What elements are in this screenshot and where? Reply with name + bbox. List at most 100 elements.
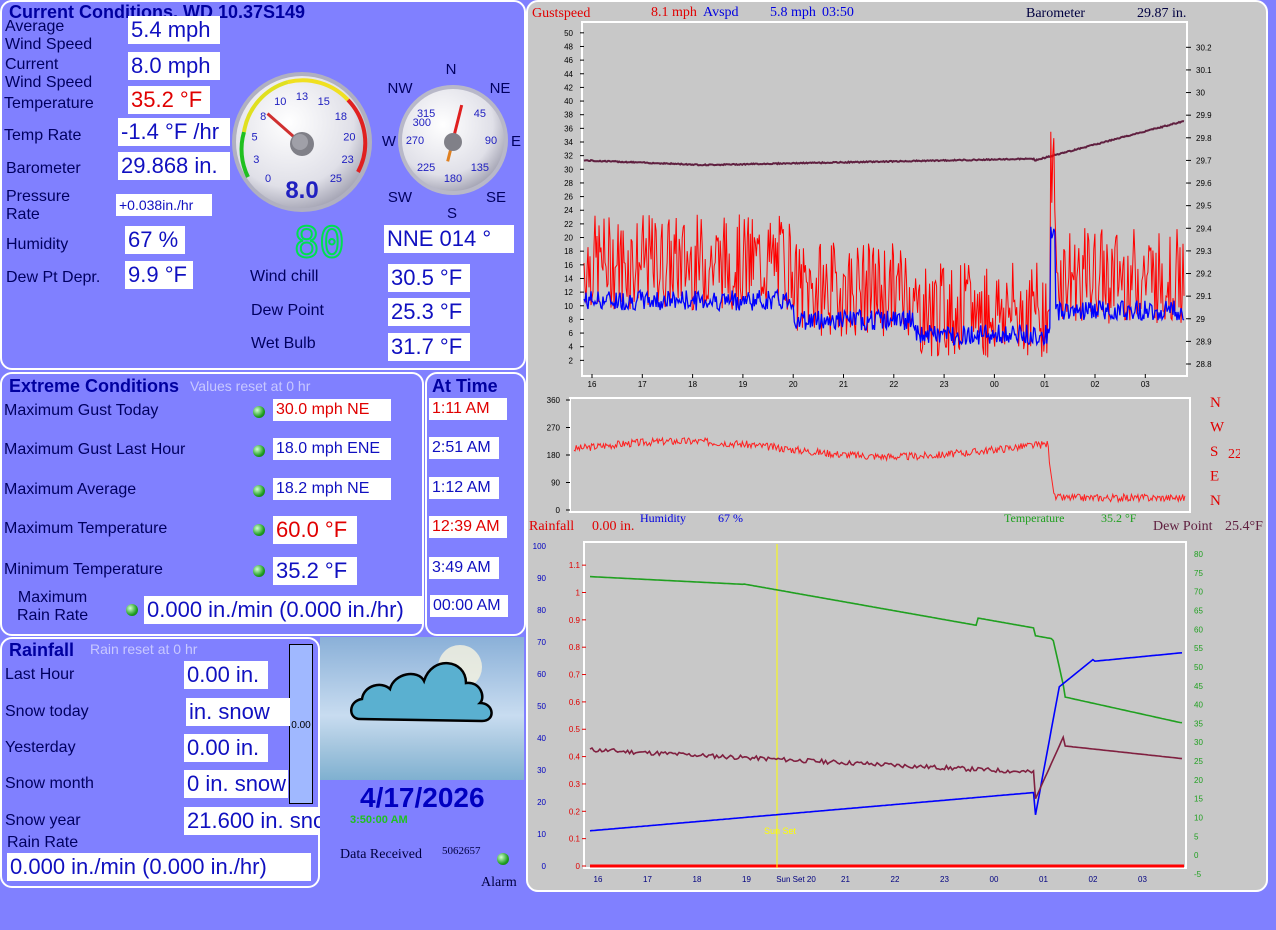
- avg-value: 5.8 mph: [770, 5, 816, 20]
- current-label-0: Average Wind Speed: [5, 18, 93, 53]
- rain-tick-1: 0.1: [569, 835, 581, 844]
- dir-y-tick-3: 270: [547, 424, 561, 433]
- rainfall-graph-label: Rainfall: [529, 519, 575, 534]
- extra-label-2: Wet Bulb: [251, 335, 316, 352]
- wind-right-tick-13: 30.1: [1196, 66, 1212, 75]
- extreme-label-1: Maximum Gust Last Hour: [4, 441, 186, 458]
- extreme-led-3: [253, 524, 265, 536]
- humidity-value: 67 %: [718, 511, 743, 525]
- extreme-time-1: 2:51 AM: [429, 437, 499, 459]
- wind-x-tick-3: 19: [738, 380, 747, 389]
- hum-tick-2: 20: [537, 798, 546, 807]
- rain-tick-4: 0.4: [569, 753, 581, 762]
- wind-left-tick-6: 14: [564, 274, 573, 283]
- rain-value-1: in. snow: [186, 698, 290, 726]
- wind-right-tick-1: 28.9: [1196, 337, 1212, 346]
- max-rain-rate-label: Maximum Rain Rate: [17, 589, 89, 624]
- extreme-label-4: Minimum Temperature: [4, 561, 163, 578]
- temp-x-tick-0: 16: [594, 875, 603, 884]
- wind-x-tick-8: 00: [990, 380, 999, 389]
- hum-tick-9: 90: [537, 574, 546, 583]
- wind-left-tick-15: 32: [564, 152, 573, 161]
- rain-value-2: 0.00 in.: [184, 734, 268, 762]
- rain-tick-8: 0.8: [569, 643, 581, 652]
- avg-label: Avspd: [703, 5, 739, 20]
- speed-tick-4: 10: [274, 96, 286, 108]
- rain-bar: 0.00: [289, 644, 313, 804]
- temp-x-tick-8: 00: [990, 875, 999, 884]
- speed-tick-6: 15: [318, 96, 330, 108]
- dir-letter-2: S: [1210, 444, 1218, 460]
- current-label-5: Pressure Rate: [6, 188, 71, 223]
- compass-sw: SW: [388, 189, 413, 206]
- compass-tick-3: 90: [485, 135, 497, 147]
- dir-y-tick-1: 90: [551, 479, 560, 488]
- rain-label-3: Snow month: [5, 775, 94, 792]
- current-time: 3:50:00 AM: [350, 814, 408, 826]
- temperature-value: 35.2 °F: [1101, 511, 1137, 525]
- temp-tick-7: 30: [1194, 738, 1203, 747]
- current-conditions-title: Current Conditions, WD 10.37S149: [9, 2, 306, 22]
- temp-x-tick-1: 17: [643, 875, 652, 884]
- at-time-title: At Time: [432, 376, 498, 396]
- extreme-value-4: 35.2 °F: [273, 557, 357, 585]
- compass-w: W: [382, 133, 397, 150]
- extreme-value-0: 30.0 mph NE: [273, 399, 391, 421]
- wind-left-tick-7: 16: [564, 261, 573, 270]
- extreme-value-1: 18.0 mph ENE: [273, 438, 391, 460]
- current-value-4: 29.868 in.: [118, 152, 230, 180]
- wind-graph: 2468101214161820222426283032343638404244…: [564, 21, 1212, 389]
- compass-s: S: [447, 205, 457, 222]
- rain-tick-9: 0.9: [569, 616, 581, 625]
- wind-left-tick-16: 34: [564, 138, 573, 147]
- wind-left-tick-13: 28: [564, 179, 573, 188]
- speed-tick-1: 3: [253, 154, 259, 166]
- temp-x-tick-3: 19: [742, 875, 751, 884]
- baro-label: Barometer: [1026, 6, 1086, 21]
- alarm-label[interactable]: Alarm: [481, 875, 517, 890]
- speed-tick-8: 20: [343, 131, 355, 143]
- current-label-2: Temperature: [4, 95, 94, 112]
- compass-tick-0: 315: [417, 108, 435, 120]
- current-value-1: 8.0 mph: [128, 52, 220, 80]
- wind-x-tick-7: 23: [940, 380, 949, 389]
- wind-left-tick-10: 22: [564, 220, 573, 229]
- current-label-7: Dew Pt Depr.: [6, 269, 101, 286]
- wind-left-tick-3: 8: [569, 315, 574, 324]
- wind-left-tick-22: 46: [564, 56, 573, 65]
- compass-tick-5: 180: [444, 173, 462, 185]
- max-rain-rate-led: [126, 604, 138, 616]
- wind-left-tick-23: 48: [564, 42, 573, 51]
- compass-nw: NW: [388, 80, 414, 97]
- hum-tick-3: 30: [537, 766, 546, 775]
- rain-value-0: 0.00 in.: [184, 661, 268, 689]
- rain-label-1: Snow today: [5, 703, 89, 720]
- extra-value-0: 30.5 °F: [388, 264, 470, 292]
- wind-left-tick-9: 20: [564, 234, 573, 243]
- speed-tick-9: 23: [342, 154, 354, 166]
- current-value-2: 35.2 °F: [128, 86, 210, 114]
- baro-value: 29.87 in.: [1137, 6, 1187, 21]
- current-label-4: Barometer: [6, 160, 81, 177]
- compass-e: E: [511, 133, 521, 150]
- temp-x-tick-7: 23: [940, 875, 949, 884]
- wind-left-tick-20: 42: [564, 83, 573, 92]
- extreme-led-1: [253, 445, 265, 457]
- temp-x-tick-11: 03: [1138, 875, 1147, 884]
- rainfall-graph-value: 0.00 in.: [592, 519, 635, 534]
- dew-point-value: 25.4°F: [1225, 519, 1263, 534]
- temp-tick-2: 5: [1194, 832, 1199, 841]
- compass-n: N: [446, 61, 457, 78]
- temp-tick-3: 10: [1194, 814, 1203, 823]
- wind-x-tick-0: 16: [588, 380, 597, 389]
- current-value-6: 67 %: [125, 226, 185, 254]
- extreme-value-2: 18.2 mph NE: [273, 478, 391, 500]
- wind-right-tick-0: 28.8: [1196, 360, 1212, 369]
- extreme-time-0: 1:11 AM: [429, 398, 507, 420]
- current-date: 4/17/2026: [360, 782, 485, 813]
- extreme-label-0: Maximum Gust Today: [4, 402, 159, 419]
- wind-left-tick-12: 26: [564, 193, 573, 202]
- rain-label-0: Last Hour: [5, 666, 75, 683]
- current-value-5: +0.038in./hr: [116, 194, 212, 216]
